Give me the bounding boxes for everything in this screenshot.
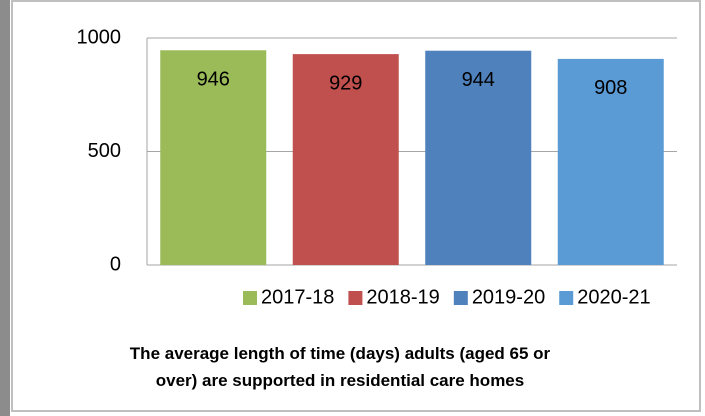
y-tick-label: 0 xyxy=(110,253,121,275)
y-tick-label: 1000 xyxy=(77,26,122,48)
data-label: 908 xyxy=(594,77,627,99)
data-label: 946 xyxy=(197,69,230,91)
legend-swatch xyxy=(559,291,574,305)
bar xyxy=(425,50,532,265)
legend-label: 2017-18 xyxy=(261,286,334,308)
data-label: 929 xyxy=(329,72,362,94)
legend-label: 2019-20 xyxy=(472,286,545,308)
bar xyxy=(292,54,399,265)
data-label: 944 xyxy=(462,69,495,91)
legend-label: 2018-19 xyxy=(366,286,439,308)
bar xyxy=(557,58,664,265)
bar xyxy=(160,50,267,266)
legend-swatch xyxy=(243,291,257,305)
frame-edge xyxy=(0,0,10,416)
legend-swatch xyxy=(453,291,468,305)
legend-swatch xyxy=(348,291,363,305)
legend-label: 2020-21 xyxy=(577,286,650,308)
chart-title: The average length of time (days) adults… xyxy=(129,344,551,390)
y-tick-label: 500 xyxy=(88,140,121,162)
